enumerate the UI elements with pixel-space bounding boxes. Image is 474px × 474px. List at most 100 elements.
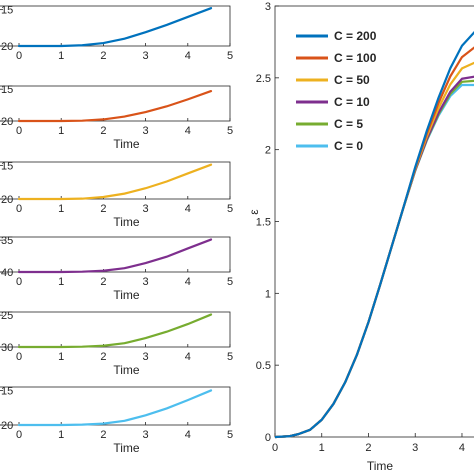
series-line: [274, 83, 474, 439]
y-tick-label: 35: [1, 235, 13, 247]
x-axis-label: Time: [367, 459, 394, 473]
x-tick-label: 1: [58, 429, 64, 441]
subplot-frame: [0, 5, 231, 47]
x-tick-label: 1: [58, 351, 64, 363]
x-tick-label: 4: [185, 429, 191, 441]
x-tick-label: 2: [100, 429, 106, 441]
y-tick-label: 15: [1, 84, 13, 96]
series-line: [274, 75, 474, 439]
series-line: [274, 30, 474, 439]
y-tick-label: 20: [1, 194, 13, 206]
x-axis-label: Time: [113, 215, 140, 229]
x-tick-label: 0: [272, 442, 278, 454]
x-tick-label: 3: [412, 442, 418, 454]
x-tick-label: 0: [16, 276, 22, 288]
y-tick-label: 2: [265, 145, 271, 157]
subplot-frame: [0, 386, 231, 426]
series-line: [17, 389, 213, 427]
y-tick-label: 1: [265, 288, 271, 300]
x-tick-label: 1: [58, 276, 64, 288]
subplot-frame: [0, 85, 231, 122]
x-tick-label: 0: [16, 429, 22, 441]
y-tick-label: 15: [1, 385, 13, 397]
legend-label: C = 5: [334, 117, 363, 131]
x-tick-label: 2: [100, 50, 106, 62]
x-tick-label: 4: [185, 125, 191, 137]
legend: C = 200 C = 100 C = 50 C = 10 C = 5 C = 0: [296, 29, 377, 153]
series-line: [17, 89, 213, 123]
x-tick-label: 4: [185, 276, 191, 288]
x-tick-label: 5: [227, 125, 233, 137]
y-tick-label: 1.5: [256, 217, 271, 229]
legend-label: C = 200: [334, 29, 377, 43]
x-tick-label: 3: [143, 429, 149, 441]
x-tick-label: 4: [459, 442, 465, 454]
series-line: [17, 238, 213, 274]
subplot-5: 0 1 2 3 4 5 30 25 Time: [0, 310, 233, 377]
y-tick-label: 40: [1, 267, 13, 279]
x-tick-label: 1: [58, 125, 64, 137]
x-axis-label: Time: [113, 363, 140, 377]
x-tick-label: 2: [100, 276, 106, 288]
x-tick-label: 5: [227, 351, 233, 363]
x-axis-label: Time: [113, 441, 140, 455]
subplot-3: 0 1 2 3 4 5 20 15 Time: [0, 160, 233, 229]
y-tick-label: 20: [1, 41, 13, 53]
series-line: [17, 7, 213, 48]
y-tick-label: 20: [1, 420, 13, 432]
legend-label: C = 100: [334, 51, 377, 65]
series-line: [17, 313, 213, 349]
legend-label: C = 10: [334, 95, 370, 109]
x-tick-label: 0: [16, 125, 22, 137]
x-tick-label: 5: [227, 50, 233, 62]
subplot-frame: [0, 236, 231, 273]
y-tick-label: 25: [1, 310, 13, 322]
x-tick-label: 3: [143, 50, 149, 62]
x-axis-label: Time: [113, 288, 140, 302]
y-tick-label: 0: [265, 432, 271, 444]
x-tick-label: 5: [227, 429, 233, 441]
y-tick-label: 15: [1, 160, 13, 172]
series-line: [274, 61, 474, 439]
x-tick-label: 2: [365, 442, 371, 454]
y-axis-label: ε: [247, 209, 261, 215]
x-tick-label: 0: [16, 50, 22, 62]
x-tick-label: 4: [185, 203, 191, 215]
x-tick-label: 2: [100, 125, 106, 137]
series-line: [274, 79, 474, 439]
x-tick-label: 1: [58, 203, 64, 215]
y-tick-label: 2.5: [256, 73, 271, 85]
subplot-frame: [0, 161, 231, 200]
x-tick-label: 3: [143, 351, 149, 363]
x-tick-label: 4: [185, 50, 191, 62]
y-tick-label: 3: [265, 1, 271, 13]
x-tick-label: 5: [227, 203, 233, 215]
legend-label: C = 50: [334, 73, 370, 87]
subplot-frame: [0, 311, 231, 348]
x-tick-label: 5: [227, 276, 233, 288]
main-plot-frame: [274, 5, 474, 438]
x-tick-label: 2: [100, 203, 106, 215]
x-tick-label: 4: [185, 351, 191, 363]
subplot-2: 0 1 2 3 4 5 20 15 Time: [0, 84, 233, 151]
x-tick-label: 3: [143, 276, 149, 288]
subplot-1: 0 1 2 3 4 5 20 15: [0, 5, 233, 62]
x-tick-label: 0: [16, 203, 22, 215]
subplot-6: 0 1 2 3 4 5 20 15 Time: [0, 385, 233, 455]
x-axis-label: Time: [113, 137, 140, 151]
x-tick-label: 0: [16, 351, 22, 363]
x-tick-label: 2: [100, 351, 106, 363]
legend-label: C = 0: [334, 139, 363, 153]
x-tick-label: 3: [143, 125, 149, 137]
x-tick-label: 1: [319, 442, 325, 454]
y-tick-label: 20: [1, 116, 13, 128]
y-tick-label: 15: [1, 5, 13, 17]
series-line: [17, 163, 213, 201]
y-tick-label: 30: [1, 342, 13, 354]
y-tick-label: 0.5: [256, 360, 271, 372]
x-tick-label: 1: [58, 50, 64, 62]
x-tick-label: 3: [143, 203, 149, 215]
